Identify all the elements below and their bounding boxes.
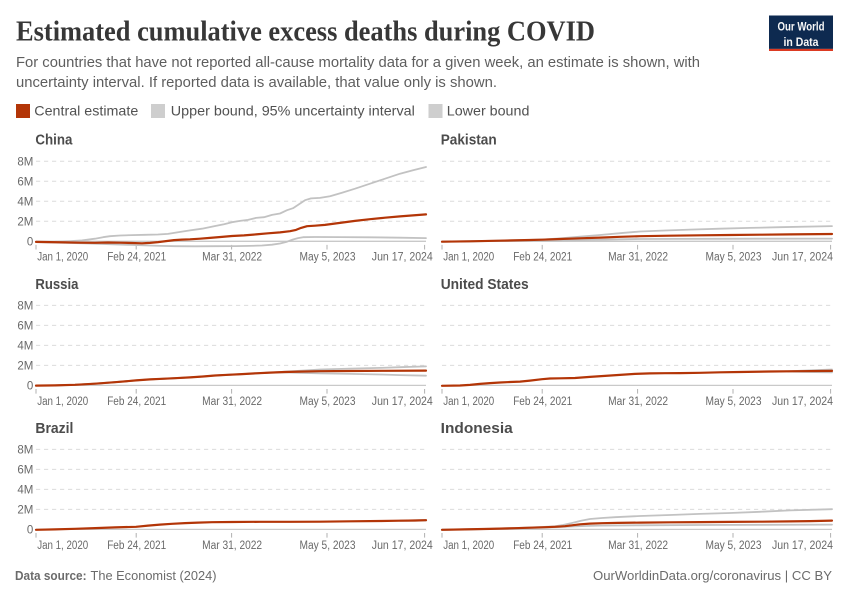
- svg-text:8M: 8M: [17, 156, 33, 168]
- svg-text:Mar 31, 2022: Mar 31, 2022: [608, 396, 668, 408]
- svg-text:Jan 1, 2020: Jan 1, 2020: [443, 252, 494, 264]
- svg-text:Feb 24, 2021: Feb 24, 2021: [513, 540, 572, 552]
- svg-text:Data source:: Data source:: [15, 568, 87, 583]
- svg-text:Jun 17, 2024: Jun 17, 2024: [372, 540, 434, 552]
- svg-text:2M: 2M: [17, 216, 33, 228]
- svg-text:Our World: Our World: [778, 20, 825, 34]
- svg-text:Upper bound, 95% uncertainty i: Upper bound, 95% uncertainty interval: [171, 102, 415, 118]
- svg-text:8M: 8M: [17, 301, 33, 313]
- svg-text:Mar 31, 2022: Mar 31, 2022: [608, 252, 668, 264]
- svg-text:Central estimate: Central estimate: [34, 102, 138, 118]
- svg-text:May 5, 2023: May 5, 2023: [706, 252, 762, 264]
- svg-text:8M: 8M: [17, 445, 33, 457]
- svg-text:4M: 4M: [17, 196, 33, 208]
- svg-text:Mar 31, 2022: Mar 31, 2022: [608, 540, 668, 552]
- svg-text:6M: 6M: [17, 321, 33, 333]
- svg-text:May 5, 2023: May 5, 2023: [706, 540, 762, 552]
- svg-text:6M: 6M: [17, 465, 33, 477]
- svg-text:China: China: [35, 133, 73, 149]
- svg-text:Jan 1, 2020: Jan 1, 2020: [37, 396, 88, 408]
- svg-text:Feb 24, 2021: Feb 24, 2021: [513, 252, 572, 264]
- svg-text:May 5, 2023: May 5, 2023: [300, 396, 356, 408]
- svg-text:Mar 31, 2022: Mar 31, 2022: [202, 396, 262, 408]
- svg-text:0: 0: [27, 381, 33, 393]
- svg-text:Jun 17, 2024: Jun 17, 2024: [372, 252, 434, 264]
- svg-text:Jan 1, 2020: Jan 1, 2020: [37, 252, 88, 264]
- svg-text:Pakistan: Pakistan: [441, 133, 497, 149]
- svg-text:May 5, 2023: May 5, 2023: [706, 396, 762, 408]
- svg-text:Indonesia: Indonesia: [441, 421, 514, 437]
- svg-text:Jan 1, 2020: Jan 1, 2020: [443, 396, 494, 408]
- svg-text:4M: 4M: [17, 341, 33, 353]
- svg-text:Jun 17, 2024: Jun 17, 2024: [772, 252, 834, 264]
- svg-text:in Data: in Data: [784, 35, 819, 49]
- svg-text:Jun 17, 2024: Jun 17, 2024: [772, 396, 834, 408]
- svg-text:May 5, 2023: May 5, 2023: [300, 252, 356, 264]
- svg-text:May 5, 2023: May 5, 2023: [300, 540, 356, 552]
- svg-text:United States: United States: [441, 277, 529, 293]
- svg-text:Russia: Russia: [35, 277, 79, 293]
- svg-text:Lower bound: Lower bound: [447, 102, 530, 118]
- svg-text:uncertainty interval. If repor: uncertainty interval. If reported data i…: [16, 75, 497, 91]
- svg-text:2M: 2M: [17, 361, 33, 373]
- svg-text:Brazil: Brazil: [35, 421, 73, 437]
- svg-text:Jun 17, 2024: Jun 17, 2024: [772, 540, 834, 552]
- svg-text:Jan 1, 2020: Jan 1, 2020: [443, 540, 494, 552]
- svg-text:4M: 4M: [17, 485, 33, 497]
- svg-text:Jun 17, 2024: Jun 17, 2024: [372, 396, 434, 408]
- svg-text:Feb 24, 2021: Feb 24, 2021: [107, 540, 166, 552]
- svg-text:0: 0: [27, 236, 33, 248]
- svg-text:6M: 6M: [17, 176, 33, 188]
- svg-text:Mar 31, 2022: Mar 31, 2022: [202, 252, 262, 264]
- svg-text:Estimated cumulative excess de: Estimated cumulative excess deaths durin…: [16, 16, 595, 47]
- svg-text:The Economist (2024): The Economist (2024): [91, 568, 217, 583]
- svg-text:Feb 24, 2021: Feb 24, 2021: [513, 396, 572, 408]
- svg-text:Mar 31, 2022: Mar 31, 2022: [202, 540, 262, 552]
- svg-text:2M: 2M: [17, 505, 33, 517]
- svg-text:Feb 24, 2021: Feb 24, 2021: [107, 396, 166, 408]
- svg-text:0: 0: [27, 525, 33, 537]
- svg-text:OurWorldinData.org/coronavirus: OurWorldinData.org/coronavirus | CC BY: [593, 568, 832, 583]
- svg-text:Jan 1, 2020: Jan 1, 2020: [37, 540, 88, 552]
- svg-text:Feb 24, 2021: Feb 24, 2021: [107, 252, 166, 264]
- svg-text:For countries that have not re: For countries that have not reported all…: [16, 55, 700, 71]
